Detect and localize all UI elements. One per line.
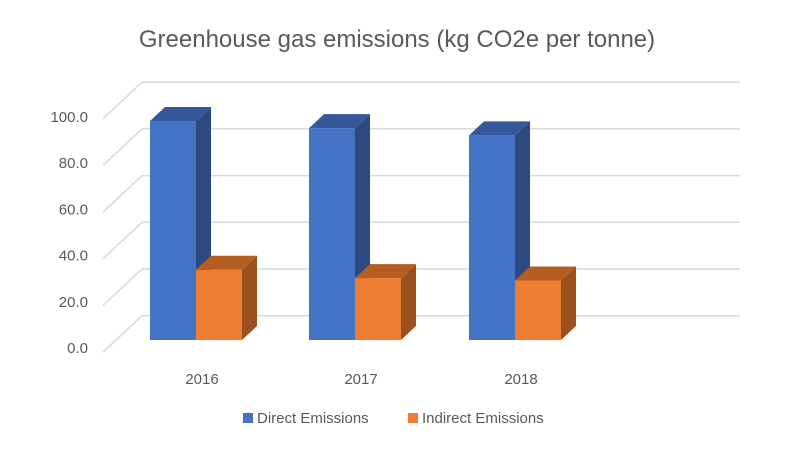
legend-swatch xyxy=(243,413,253,423)
gridline-side xyxy=(102,175,143,213)
bar-indirect-emissions-2018 xyxy=(515,266,576,340)
bar-side-face xyxy=(401,264,416,340)
x-tick-label: 2018 xyxy=(504,371,537,388)
bar-front-face xyxy=(196,269,242,340)
legend-label: Indirect Emissions xyxy=(422,410,544,427)
bar-side-face xyxy=(561,266,576,340)
legend-label: Direct Emissions xyxy=(257,410,369,427)
gridline-side xyxy=(102,315,143,353)
x-tick-label: 2017 xyxy=(344,371,377,388)
x-tick-label: 2016 xyxy=(185,371,218,388)
y-tick-label: 60.0 xyxy=(59,201,88,218)
bar-top-face xyxy=(469,121,530,136)
bar-top-face xyxy=(355,264,416,279)
chart-title: Greenhouse gas emissions (kg CO2e per to… xyxy=(139,26,655,53)
legend-item: Direct Emissions xyxy=(243,410,369,427)
y-tick-label: 0.0 xyxy=(67,340,88,357)
legend-swatch xyxy=(408,413,418,423)
bar-front-face xyxy=(150,121,196,340)
gridline-side xyxy=(102,128,143,166)
bar-top-face xyxy=(196,255,257,270)
legend-item: Indirect Emissions xyxy=(408,410,544,427)
y-tick-label: 80.0 xyxy=(59,155,88,172)
bar-front-face xyxy=(515,280,561,340)
bar-indirect-emissions-2017 xyxy=(355,264,416,340)
bar-top-face xyxy=(150,107,211,122)
bar-front-face xyxy=(355,278,401,340)
y-tick-label: 100.0 xyxy=(50,109,88,126)
bar-top-face xyxy=(515,266,576,281)
bar-side-face xyxy=(242,255,257,340)
gridline-side xyxy=(102,268,143,307)
gridline-side xyxy=(102,221,143,260)
bar-direct-emissions-2016 xyxy=(150,107,211,340)
bar-top-face xyxy=(309,114,370,129)
bar-front-face xyxy=(309,128,355,340)
bar-indirect-emissions-2016 xyxy=(196,255,257,340)
gridline-side xyxy=(102,81,143,120)
y-tick-label: 40.0 xyxy=(59,248,88,265)
bar-front-face xyxy=(469,135,515,340)
y-tick-label: 20.0 xyxy=(59,294,88,311)
